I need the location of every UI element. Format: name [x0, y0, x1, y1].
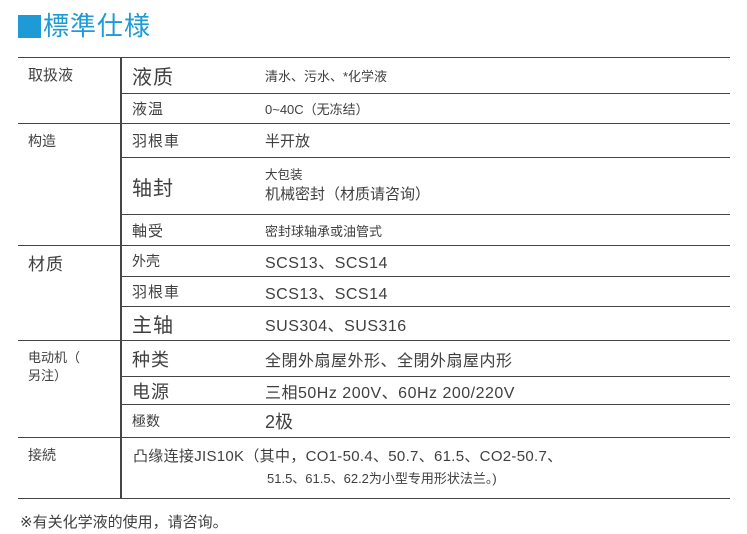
row-label: 液温: [132, 101, 165, 118]
table-row: 种类 全閉外扇屋外形、全閉外扇屋内形: [122, 341, 730, 376]
group-label: 接続: [18, 438, 122, 498]
row-value-line: 机械密封（材质请咨询）: [265, 185, 431, 203]
table-row: 液质 清水、污水、*化学液: [122, 58, 730, 93]
row-value: 三相50Hz 200V、60Hz 200/220V: [265, 384, 515, 402]
footnote: ※有关化学液的使用，请咨询。: [20, 514, 228, 531]
row-value: 全閉外扇屋外形、全閉外扇屋内形: [265, 352, 513, 370]
table-row: 軸受 密封球轴承或油管式: [122, 214, 730, 245]
row-value: 2极: [265, 412, 294, 432]
row-value: 0~40C（无冻结）: [265, 102, 369, 117]
row-label: 外壳: [132, 253, 160, 269]
row-label: 种类: [132, 349, 170, 370]
row-label: 極数: [132, 413, 160, 429]
table-row: 外壳 SCS13、SCS14: [122, 246, 730, 276]
table-group-connection: 接続 凸缘连接JIS10K（其中，CO1-50.4、50.7、61.5、CO2-…: [18, 437, 730, 498]
row-value: 清水、污水、*化学液: [265, 69, 388, 84]
row-value: 半开放: [265, 133, 311, 150]
row-value: SUS304、SUS316: [265, 317, 407, 335]
row-value-line: 51.5、61.5、62.2为小型专用形状法兰。): [267, 471, 497, 486]
table-row: 凸缘连接JIS10K（其中，CO1-50.4、50.7、61.5、CO2-50.…: [122, 438, 730, 498]
table-row: 轴封 大包装 机械密封（材质请咨询）: [122, 157, 730, 214]
table-group-structure: 构造 羽根車 半开放 轴封 大包装 机械密封（材质请咨询） 軸受 密封球轴承或油…: [18, 123, 730, 245]
row-label: 羽根車: [132, 284, 181, 301]
page-title: 標準仕様: [43, 11, 152, 41]
table-row: 極数 2极: [122, 404, 730, 437]
row-label: 轴封: [132, 177, 174, 200]
row-value-line: 大包装: [265, 167, 303, 182]
row-label: 电源: [132, 381, 170, 402]
table-row: 液温 0~40C（无冻结）: [122, 93, 730, 123]
row-label: 主轴: [132, 315, 174, 337]
row-label: 軸受: [132, 222, 165, 240]
row-label: 液质: [132, 67, 174, 89]
title-bullet-square: [18, 14, 41, 38]
table-row: 主轴 SUS304、SUS316: [122, 306, 730, 340]
section-title: 標準仕様: [18, 10, 731, 42]
group-label: 构造: [18, 124, 122, 245]
table-group-material: 材质 外壳 SCS13、SCS14 羽根車 SCS13、SCS14 主轴 SUS…: [18, 245, 730, 340]
row-value: 大包装 机械密封（材质请咨询）: [265, 167, 730, 206]
table-group-motor: 电动机（ 另注） 种类 全閉外扇屋外形、全閉外扇屋内形 电源 三相50Hz 20…: [18, 340, 730, 437]
table-row: 电源 三相50Hz 200V、60Hz 200/220V: [122, 376, 730, 404]
table-row: 羽根車 SCS13、SCS14: [122, 276, 730, 306]
group-label: 取扱液: [18, 58, 122, 123]
row-value: 密封球轴承或油管式: [265, 223, 383, 239]
table-row: 羽根車 半开放: [122, 124, 730, 157]
spec-table: 取扱液 液质 清水、污水、*化学液 液温 0~40C（无冻结） 构造 羽根車 半…: [18, 57, 730, 499]
row-value: SCS13、SCS14: [265, 255, 388, 272]
page: 標準仕様 取扱液 液质 清水、污水、*化学液 液温 0~40C（无冻结） 构造: [18, 10, 731, 532]
row-value-line: 凸缘连接JIS10K（其中，CO1-50.4、50.7、61.5、CO2-50.…: [133, 448, 563, 465]
row-value: SCS13、SCS14: [265, 285, 388, 303]
table-group-handled-liquid: 取扱液 液质 清水、污水、*化学液 液温 0~40C（无冻结）: [18, 58, 730, 123]
group-label: 材质: [18, 246, 122, 340]
row-label: 羽根車: [132, 133, 181, 150]
group-label: 电动机（ 另注）: [18, 341, 122, 437]
